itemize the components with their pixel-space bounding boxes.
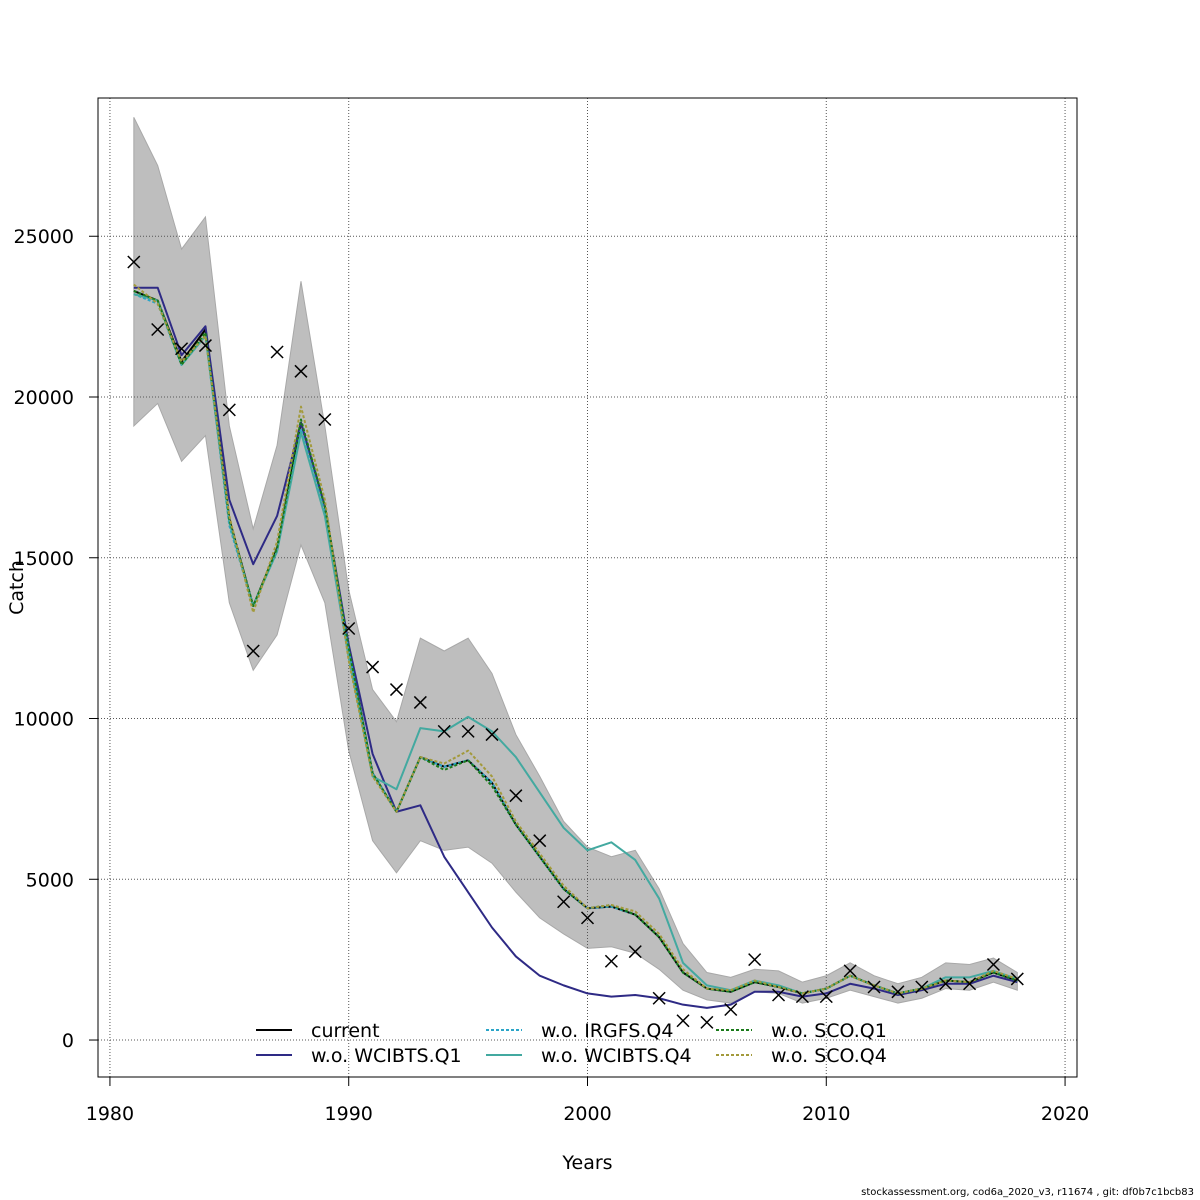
y-tick-label: 0 xyxy=(62,1030,74,1052)
observed-point xyxy=(151,322,165,337)
axes-layer: 1980 1990 2000 2010 2020 0 5000 10000 15000 20000… xyxy=(14,226,1090,1125)
observed-point xyxy=(485,728,499,742)
observed-point xyxy=(437,724,451,738)
observed-point xyxy=(366,660,380,674)
observed-point xyxy=(127,255,141,269)
y-tick-label: 10000 xyxy=(14,709,74,731)
observed-point xyxy=(557,895,571,909)
legend-item: w.o. SCO.Q4 xyxy=(716,1045,887,1067)
observed-points-layer xyxy=(127,255,1024,1029)
legend-item: current xyxy=(256,1020,380,1042)
observed-point xyxy=(461,724,475,738)
legend-label: w.o. IRGFS.Q4 xyxy=(541,1020,673,1042)
observed-point xyxy=(652,991,666,1005)
legend: current w.o. WCIBTS.Q1 w.o. IRGFS.Q4 w.o. W… xyxy=(256,1020,887,1067)
confidence-band-layer xyxy=(133,117,1018,1004)
confidence-band xyxy=(133,117,1018,1004)
observed-point xyxy=(318,412,332,427)
observed-point xyxy=(963,977,977,991)
x-tick-label: 2010 xyxy=(802,1103,850,1125)
observed-point xyxy=(795,990,809,1004)
y-tick-label: 15000 xyxy=(14,548,74,570)
observed-point xyxy=(270,345,284,359)
series-line xyxy=(133,286,1018,1009)
y-tick-label: 5000 xyxy=(26,869,74,891)
observed-point xyxy=(198,339,212,353)
observed-point xyxy=(413,695,427,709)
observed-point xyxy=(986,957,1000,972)
observed-point xyxy=(891,985,905,999)
observed-point xyxy=(580,911,595,925)
observed-point xyxy=(294,364,308,378)
observed-point xyxy=(867,980,881,994)
observed-point xyxy=(939,977,953,991)
x-axis-title: Years xyxy=(561,1152,612,1174)
observed-point xyxy=(700,1015,714,1029)
y-axis-title: Catch xyxy=(6,560,28,615)
observed-point xyxy=(676,1014,690,1028)
y-tick-label: 20000 xyxy=(14,387,74,409)
legend-item: w.o. WCIBTS.Q1 xyxy=(256,1045,462,1067)
footer-credit: stockassessment.org, cod6a_2020_v3, r116… xyxy=(861,1187,1194,1198)
observed-point xyxy=(509,789,523,803)
observed-point xyxy=(915,980,929,994)
observed-point xyxy=(843,964,857,978)
x-tick-label: 1990 xyxy=(325,1103,373,1125)
observed-point xyxy=(1010,972,1024,986)
x-tick-label: 1980 xyxy=(86,1103,134,1125)
observed-point xyxy=(342,621,356,636)
legend-label: w.o. WCIBTS.Q4 xyxy=(541,1045,692,1067)
observed-point xyxy=(724,1002,738,1017)
legend-label: w.o. SCO.Q1 xyxy=(771,1020,887,1042)
x-tick-label: 2020 xyxy=(1041,1103,1089,1125)
x-tick-label: 2000 xyxy=(563,1103,611,1125)
observed-point xyxy=(222,403,236,417)
observed-point xyxy=(748,953,762,967)
legend-label: w.o. WCIBTS.Q1 xyxy=(311,1045,462,1067)
observed-point xyxy=(604,954,618,968)
observed-point xyxy=(628,945,642,959)
y-tick-label: 25000 xyxy=(14,226,74,248)
legend-item: w.o. IRGFS.Q4 xyxy=(486,1020,673,1042)
observed-point xyxy=(771,988,786,1002)
series-line xyxy=(133,283,1018,995)
legend-label: current xyxy=(311,1020,380,1042)
observed-point xyxy=(246,644,260,658)
legend-item: w.o. SCO.Q1 xyxy=(716,1020,887,1042)
observed-point xyxy=(175,342,189,356)
observed-point xyxy=(819,990,833,1004)
legend-label: w.o. SCO.Q4 xyxy=(771,1045,887,1067)
observed-point xyxy=(533,834,547,848)
legend-item: w.o. WCIBTS.Q4 xyxy=(486,1045,692,1067)
observed-point xyxy=(389,683,404,697)
grid-layer xyxy=(98,98,1077,1077)
